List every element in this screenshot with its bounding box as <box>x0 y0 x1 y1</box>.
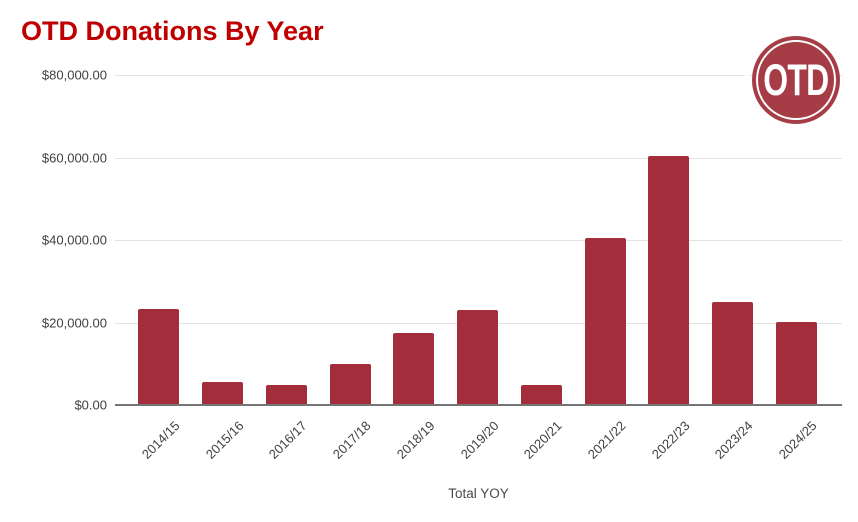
bar-slot: 2024/25 <box>764 75 828 462</box>
x-axis-title: Total YOY <box>448 486 509 501</box>
logo-close-paren: ) <box>835 47 852 110</box>
x-tick-label: 2018/19 <box>393 418 438 462</box>
bar-2022-23 <box>648 156 690 405</box>
bar-slot: 2014/15 <box>127 75 191 462</box>
bar-slot: 2021/22 <box>573 75 637 462</box>
bar-slot: 2016/17 <box>254 75 318 462</box>
gridline <box>115 157 842 159</box>
gridline <box>115 240 842 241</box>
bar-2020-21 <box>520 384 562 405</box>
bar-2021-22 <box>584 237 626 405</box>
bar-slot: 2019/20 <box>446 75 510 462</box>
bar-2014-15 <box>138 309 180 405</box>
y-tick-label: $0.00 <box>74 397 107 413</box>
bar-2023-24 <box>711 302 753 405</box>
logo-otd-letters: OTD <box>763 54 829 105</box>
bar-2016-17 <box>265 385 307 405</box>
bars-row: 2014/15 2015/16 2016/17 2017/18 2018/19 2019/… <box>127 75 828 462</box>
x-tick-label: 2016/17 <box>266 418 310 462</box>
logo-open-paren: ( <box>740 47 757 110</box>
y-tick-label: $60,000.00 <box>41 150 107 165</box>
bar-slot: 2015/16 <box>191 75 255 462</box>
x-tick-label: 2024/25 <box>775 418 820 462</box>
y-tick-label: $40,000.00 <box>41 232 107 248</box>
bar-slot: 2018/19 <box>382 75 446 462</box>
plot-area: 2014/15 2015/16 2016/17 2017/18 2018/19 2019/… <box>115 75 842 462</box>
x-tick-label: 2021/22 <box>584 418 629 462</box>
otd-logo-text: ( OTD ) <box>740 47 852 110</box>
bar-slot: 2023/24 <box>701 75 765 462</box>
bar-2019-20 <box>457 309 499 405</box>
x-axis-line <box>115 404 842 406</box>
x-tick-label: 2022/23 <box>648 418 693 462</box>
x-tick-label: 2019/20 <box>457 418 502 462</box>
bar-2017-18 <box>329 364 371 405</box>
bar-slot: 2020/21 <box>509 75 573 462</box>
otd-logo: ( OTD ) <box>741 36 851 124</box>
bar-2024-25 <box>775 322 817 405</box>
chart-title: OTD Donations By Year <box>21 16 324 46</box>
y-tick-label: $20,000.00 <box>41 315 107 330</box>
bar-2015-16 <box>202 381 244 405</box>
bar-slot: 2022/23 <box>637 75 701 462</box>
x-tick-label: 2020/21 <box>521 418 565 462</box>
x-tick-label: 2015/16 <box>202 418 247 462</box>
x-tick-label: 2017/18 <box>329 418 374 462</box>
y-axis-labels: $80,000.00 $60,000.00 $40,000.00 $20,000.00… <box>0 68 107 413</box>
y-tick-label: $80,000.00 <box>41 67 107 83</box>
bar-2018-19 <box>393 333 435 405</box>
otd-logo-ring <box>756 40 836 120</box>
x-tick-label: 2014/15 <box>138 418 183 462</box>
gridline <box>115 75 842 76</box>
bar-slot: 2017/18 <box>318 75 382 462</box>
x-tick-label: 2023/24 <box>712 418 757 462</box>
